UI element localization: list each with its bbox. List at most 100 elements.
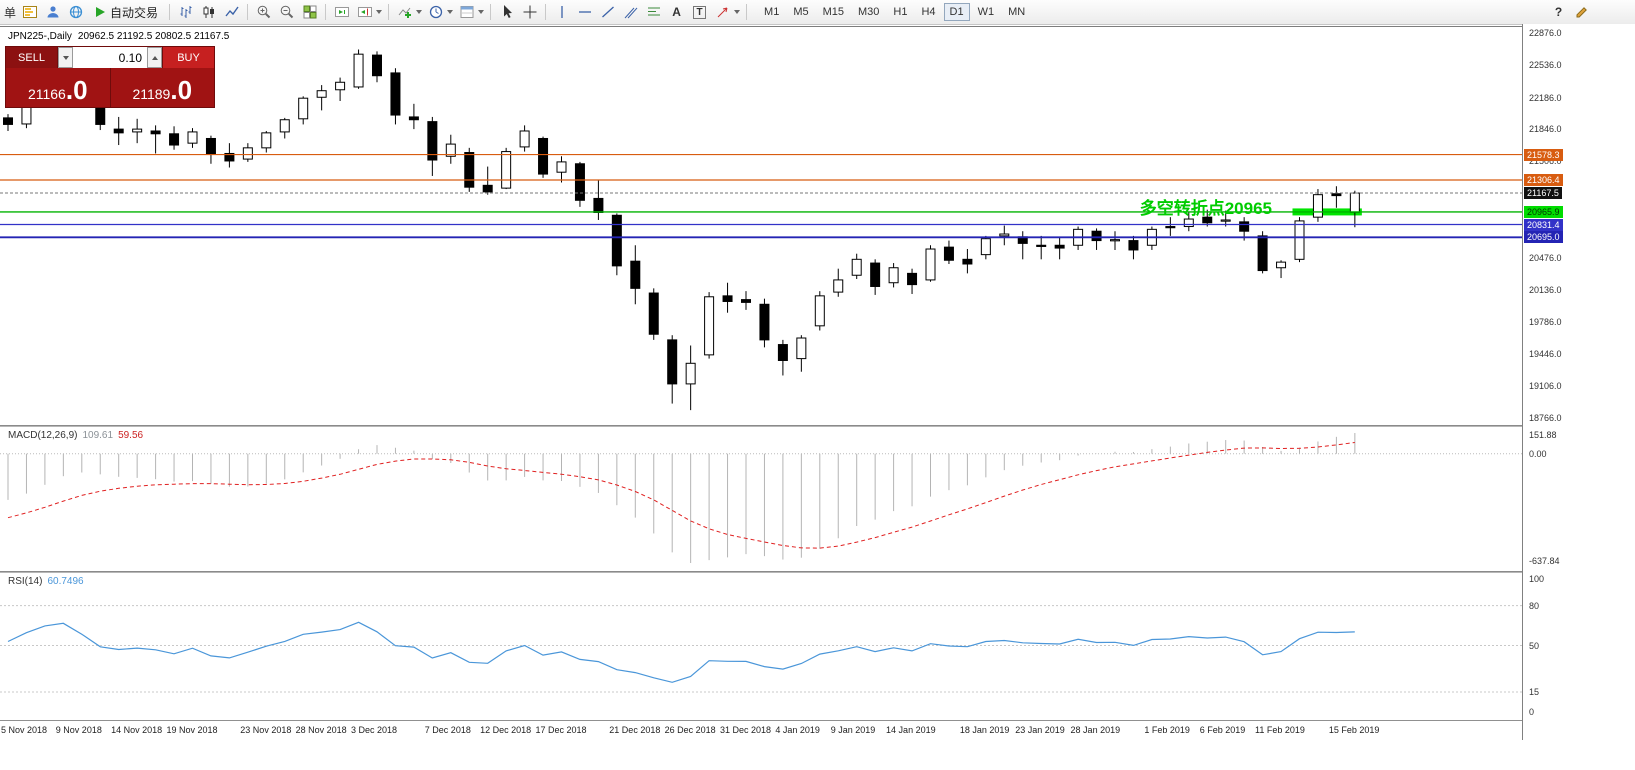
chevron-down-icon[interactable] [376, 10, 383, 14]
chevron-down-icon[interactable] [478, 10, 485, 14]
one-click-trading-panel: SELL 0.10 BUY 21166.0 21189.0 [5, 46, 215, 108]
text-tool-icon[interactable]: A [672, 5, 681, 19]
toolbar: 单 自动交易 A T [0, 0, 1635, 25]
date-label: 28 Jan 2019 [1070, 725, 1121, 735]
timeframe-mn[interactable]: MN [1008, 6, 1026, 18]
macd-panel[interactable] [0, 427, 1522, 569]
toolbar-separator [325, 4, 327, 20]
chevron-down-icon[interactable] [734, 10, 741, 14]
macd-axis-max: 151.88 [1529, 430, 1557, 440]
chevron-down-icon[interactable] [447, 10, 454, 14]
panel-splitter[interactable] [0, 425, 1635, 427]
rsi-indicator-label: RSI(14) 60.7496 [8, 576, 84, 587]
price-tick: 19446.0 [1529, 349, 1562, 360]
timeframe-w1[interactable]: W1 [977, 6, 995, 18]
sell-button[interactable]: SELL [6, 47, 58, 68]
date-label: 3 Dec 2018 [351, 725, 398, 735]
fibonacci-icon[interactable] [642, 2, 665, 22]
timeframe-m5[interactable]: M5 [793, 6, 809, 18]
macd-axis-min: -637.84 [1529, 556, 1560, 566]
date-label: 1 Feb 2019 [1144, 725, 1190, 735]
price-tick: 21846.0 [1529, 124, 1562, 135]
auto-scroll-icon[interactable] [330, 2, 353, 22]
price-tick: 22186.0 [1529, 92, 1562, 103]
rsi-panel[interactable] [0, 573, 1522, 718]
crosshair-icon[interactable] [518, 2, 541, 22]
candlestick-chart-icon[interactable] [197, 2, 220, 22]
timeframe-h1[interactable]: H1 [893, 6, 908, 18]
indicators-icon[interactable] [393, 2, 416, 22]
help-icon[interactable]: ? [1554, 5, 1563, 19]
rsi-axis-label: 15 [1529, 687, 1540, 698]
price-chart[interactable] [0, 28, 1522, 425]
date-label: 21 Dec 2018 [609, 725, 661, 735]
toolbar-separator [169, 4, 171, 20]
panel-splitter[interactable] [0, 571, 1635, 573]
date-label: 18 Jan 2019 [959, 725, 1010, 735]
date-label: 6 Feb 2019 [1199, 725, 1246, 735]
chart-text-annotation[interactable]: 多空转折点20965 [1139, 199, 1272, 218]
toolbar-separator [247, 4, 249, 20]
zoom-out-icon[interactable] [275, 2, 298, 22]
toolbar-separator [490, 4, 492, 20]
date-label: 14 Nov 2018 [111, 725, 163, 735]
timeframe-d1[interactable]: D1 [943, 3, 970, 21]
chevron-down-icon [62, 55, 69, 60]
date-label: 15 Feb 2019 [1328, 725, 1380, 735]
date-label: 4 Jan 2019 [775, 725, 820, 735]
timeframe-m15[interactable]: M15 [822, 6, 844, 18]
autotrading-button[interactable]: 自动交易 [87, 2, 165, 23]
toolbar-separator [388, 4, 390, 20]
text-label-icon[interactable]: T [688, 2, 711, 22]
price-axis[interactable]: 22876.0 22536.0 22186.0 21846.0 21506.0 20476… [1522, 24, 1635, 740]
timeframe-m30[interactable]: M30 [858, 6, 880, 18]
timeframe-h4[interactable]: H4 [921, 6, 936, 18]
timeframe-m1[interactable]: M1 [764, 6, 780, 18]
date-label: 26 Dec 2018 [664, 725, 716, 735]
vertical-line-icon[interactable] [550, 2, 573, 22]
autotrading-label: 自动交易 [110, 5, 159, 20]
zoom-in-icon[interactable] [252, 2, 275, 22]
tile-windows-icon[interactable] [298, 2, 321, 22]
price-tag: 21578.3 [1524, 148, 1563, 161]
navigator-icon[interactable] [64, 2, 87, 22]
chart-header: JPN225-,Daily 20962.5 21192.5 20802.5 211… [8, 31, 229, 42]
price-tick: 20476.0 [1529, 252, 1562, 263]
price-tag: 21306.4 [1524, 174, 1563, 187]
price-tick: 19106.0 [1529, 381, 1562, 392]
price-tag: 20695.0 [1524, 231, 1563, 244]
price-tick: 20136.0 [1529, 284, 1562, 295]
buy-price[interactable]: 21189.0 [110, 68, 214, 107]
chevron-down-icon[interactable] [416, 10, 423, 14]
periods-icon[interactable] [424, 2, 447, 22]
rsi-axis-label: 0 [1529, 707, 1535, 717]
accounts-icon[interactable] [41, 2, 64, 22]
date-label: 9 Nov 2018 [55, 725, 102, 735]
price-tag: 20831.4 [1524, 218, 1563, 231]
horizontal-line-icon[interactable] [573, 2, 596, 22]
arrow-tools-icon[interactable] [711, 2, 734, 22]
sell-price[interactable]: 21166.0 [6, 68, 111, 107]
bar-chart-icon[interactable] [174, 2, 197, 22]
lot-size-input[interactable]: 0.10 [73, 47, 147, 68]
lot-decrease-button[interactable] [58, 47, 73, 68]
line-chart-icon[interactable] [220, 2, 243, 22]
new-order-button[interactable]: 单 [4, 5, 17, 20]
cursor-icon[interactable] [495, 2, 518, 22]
draw-cursor-icon[interactable] [1570, 2, 1593, 22]
play-icon [96, 7, 106, 17]
market-watch-icon[interactable] [18, 2, 41, 22]
equidistant-channel-icon[interactable] [619, 2, 642, 22]
price-tick: 22536.0 [1529, 59, 1562, 70]
buy-button[interactable]: BUY [162, 47, 214, 68]
chart-shift-icon[interactable] [353, 2, 376, 22]
trendline-icon[interactable] [596, 2, 619, 22]
templates-icon[interactable] [455, 2, 478, 22]
date-label: 14 Jan 2019 [886, 725, 936, 735]
lot-increase-button[interactable] [147, 47, 162, 68]
time-axis[interactable]: 5 Nov 2018 9 Nov 2018 14 Nov 2018 19 Nov 20… [0, 720, 1522, 740]
date-label: 23 Jan 2019 [1015, 725, 1065, 735]
macd-indicator-label: MACD(12,26,9) 109.61 59.56 [8, 430, 144, 441]
chart-top-border [0, 26, 1635, 27]
